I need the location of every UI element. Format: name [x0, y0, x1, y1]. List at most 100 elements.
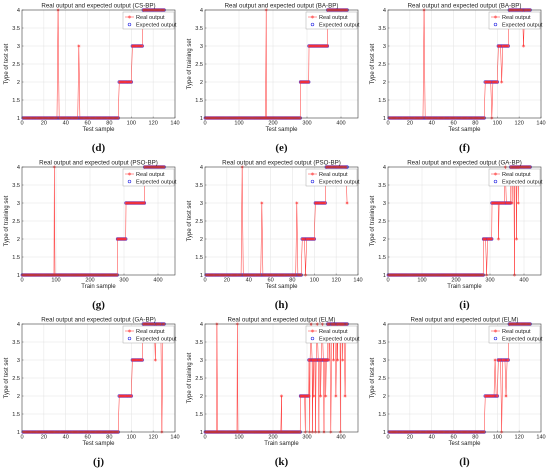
y-tick-label: 2 — [383, 394, 386, 400]
chart-title: Real output and expected output (GA-BP) — [41, 317, 156, 324]
axes-frame — [204, 166, 359, 276]
y-tick-label: 2.5 — [378, 62, 386, 68]
real-output-point — [341, 358, 345, 362]
y-tick-label: 4 — [383, 322, 386, 328]
x-tick-label: 140 — [536, 435, 545, 441]
panel-letter: (l) — [459, 456, 470, 468]
legend-expected-label: Expected output — [136, 180, 177, 186]
y-tick-label: 1.5 — [12, 255, 20, 261]
real-output-point — [495, 80, 499, 84]
y-tick-label: 1 — [17, 116, 20, 122]
real-output-point — [127, 172, 132, 176]
y-tick-label: 1 — [383, 430, 386, 436]
y-tick-label: 1.5 — [12, 98, 20, 104]
real-output-point — [140, 44, 144, 48]
real-output-point — [493, 172, 498, 176]
y-tick-label: 1 — [383, 116, 386, 122]
x-tick-label: 100 — [493, 121, 502, 127]
y-tick-label: 1.5 — [12, 412, 20, 418]
y-tick-label: 3 — [17, 358, 20, 364]
x-tick-label: 100 — [127, 121, 136, 127]
real-output-point — [312, 394, 316, 398]
y-tick-label: 3 — [17, 201, 20, 207]
legend-real-label: Real output — [136, 172, 165, 178]
chart-svg: 0 20 40 60 80 100 120 140 1 1.5 2 2.5 3 3.5 4 Real outp… — [4, 317, 180, 469]
y-tick-label: 1.5 — [195, 412, 203, 418]
legend-real-label: Real output — [319, 172, 348, 178]
x-axis-label: Train sample — [264, 441, 299, 447]
real-output-point — [504, 394, 508, 398]
legend: Real output Expected output — [488, 11, 543, 30]
y-axis-label: Type of training set — [370, 195, 376, 246]
legend-box — [122, 325, 175, 344]
x-tick-label: 120 — [148, 121, 157, 127]
panel-letter: (i) — [459, 299, 470, 311]
y-tick-label: 2 — [383, 237, 386, 243]
y-tick-label: 2.5 — [12, 219, 20, 225]
real-output-point — [336, 358, 340, 362]
legend-expected-label: Expected output — [319, 337, 360, 343]
real-output-point — [319, 358, 323, 362]
real-output-point — [314, 358, 318, 362]
real-output-point — [483, 237, 488, 241]
y-tick-label: 2.5 — [378, 376, 386, 382]
chart-svg: 0 100 200 300 400 1 1.5 2 2.5 3 3.5 4 Real output an… — [4, 160, 177, 312]
panel-letter: (j) — [93, 456, 104, 468]
y-tick-label: 4 — [17, 8, 20, 14]
y-tick-label: 2 — [200, 80, 203, 86]
real-output-point — [498, 44, 503, 48]
real-output-point — [129, 394, 133, 398]
axes-frame — [204, 323, 359, 433]
x-axis-label: Test sample — [448, 127, 481, 133]
y-axis-label: Type of test set — [4, 43, 10, 84]
y-tick-label: 2.5 — [12, 376, 20, 382]
y-tick-label: 1 — [383, 273, 386, 279]
legend-expected-label: Expected output — [136, 23, 177, 29]
panel-letter: (f) — [459, 142, 470, 154]
x-tick-label: 400 — [519, 278, 528, 284]
real-output-point — [319, 394, 323, 398]
legend-real-label: Real output — [502, 172, 531, 178]
y-tick-label: 2.5 — [195, 62, 203, 68]
chart-svg: 0 20 40 60 80 100 120 140 1 1.5 2 2.5 3 3.5 4 Real outp… — [187, 160, 363, 312]
chart-panel-k: 0 100 200 300 400 1 1.5 2 2.5 3 3.5 4 Real output an… — [183, 314, 366, 471]
real-output-point — [324, 394, 328, 398]
x-tick-label: 200 — [85, 278, 94, 284]
x-axis-label: Test sample — [82, 127, 115, 133]
legend-box — [488, 168, 541, 187]
legend-box — [122, 168, 175, 187]
y-tick-label: 3.5 — [12, 183, 20, 189]
x-tick-label: 120 — [331, 278, 340, 284]
real-output-point — [343, 394, 347, 398]
y-tick-label: 3.5 — [378, 340, 386, 346]
panel-letter: (h) — [275, 299, 289, 311]
x-tick-label: 100 — [127, 435, 136, 441]
x-tick-label: 0 — [20, 435, 23, 441]
legend-expected-marker — [127, 336, 132, 341]
real-output-point — [334, 394, 338, 398]
legend: Real output Expected output — [305, 11, 360, 30]
y-tick-label: 1.5 — [378, 98, 386, 104]
x-tick-label: 400 — [153, 278, 162, 284]
axes-frame — [387, 323, 542, 433]
axes-frame — [21, 323, 176, 433]
legend-real-label: Real output — [502, 15, 531, 21]
x-tick-label: 200 — [268, 121, 277, 127]
y-tick-label: 3 — [200, 358, 203, 364]
legend-real-label: Real output — [136, 329, 165, 335]
real-output-point — [127, 15, 132, 19]
legend: Real output Expected output — [488, 325, 543, 344]
y-axis-label: Type of training set — [187, 38, 193, 89]
real-output-point — [307, 394, 311, 398]
panel-letter: (d) — [92, 142, 106, 154]
axes-frame — [21, 166, 176, 276]
real-output-point — [279, 394, 284, 398]
x-tick-label: 300 — [302, 121, 311, 127]
y-tick-label: 2 — [200, 237, 203, 243]
real-output-point — [129, 80, 133, 84]
y-tick-label: 2 — [383, 80, 386, 86]
real-output-point — [310, 172, 315, 176]
real-output-point — [500, 80, 504, 84]
x-tick-label: 40 — [429, 121, 435, 127]
